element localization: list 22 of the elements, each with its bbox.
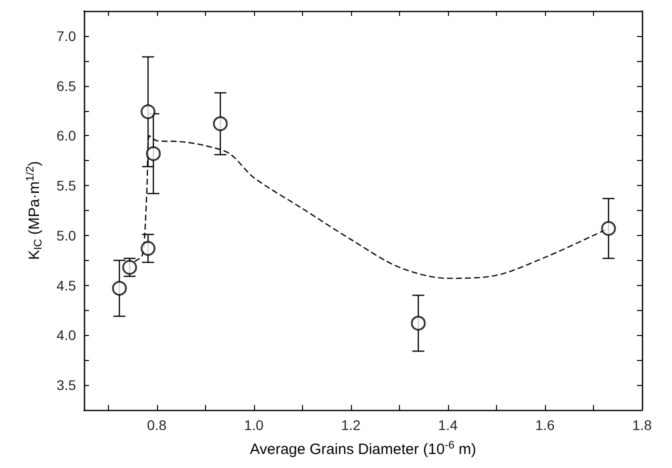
y-tick-label: 3.5	[56, 377, 76, 394]
x-tick-label: 1.4	[438, 417, 458, 433]
x-tick-label: 1.2	[341, 417, 361, 433]
x-tick-label: 1.6	[535, 417, 555, 433]
y-tick-label: 5.0	[56, 227, 76, 244]
point	[140, 104, 156, 120]
y-axis-title: KIC (MPa·m1/2)	[24, 161, 44, 260]
y-tick-label: 4.0	[56, 327, 76, 344]
point	[140, 241, 156, 256]
x-tick-label: 1.8	[632, 417, 652, 433]
y-tick-label: 6.0	[56, 128, 76, 144]
y-tick-label: 5.5	[56, 178, 76, 194]
point	[212, 116, 228, 132]
x-tick-label: 1.0	[244, 417, 264, 433]
y-tick-label: 4.5	[56, 277, 76, 294]
y-tick-label: 7.0	[56, 28, 76, 44]
point	[601, 221, 616, 236]
point	[112, 280, 127, 296]
x-tick-label: 0.8	[147, 417, 167, 433]
point	[146, 146, 161, 162]
point	[410, 316, 426, 331]
y-tick-label: 6.5	[56, 78, 76, 94]
